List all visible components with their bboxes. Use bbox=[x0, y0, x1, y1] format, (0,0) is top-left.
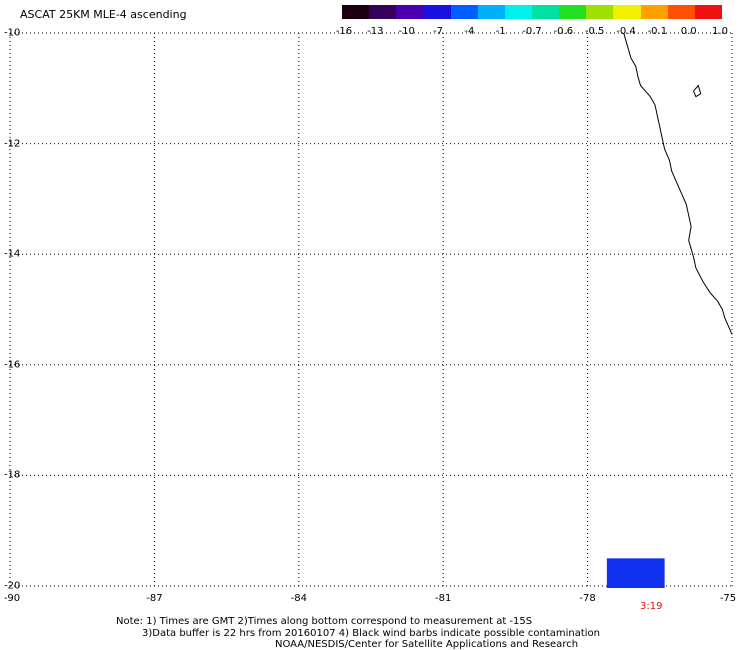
longitude-tick-label: -78 bbox=[579, 593, 596, 604]
colorbar-tick-label: -1 bbox=[495, 26, 506, 37]
colorbar-segment bbox=[640, 5, 668, 19]
colorbar-tick-label: -0.6 bbox=[553, 26, 574, 37]
map-title: ASCAT 25KM MLE-4 ascending bbox=[20, 8, 187, 21]
note-line-3: NOAA/NESDIS/Center for Satellite Applica… bbox=[275, 639, 579, 650]
colorbar bbox=[342, 5, 722, 19]
latitude-tick-label: -16 bbox=[4, 359, 21, 371]
colorbar-tick-label: -7 bbox=[433, 26, 443, 37]
colorbar-tick-label: -4 bbox=[464, 26, 475, 37]
note-line-2: 3)Data buffer is 22 hrs from 20160107 4)… bbox=[142, 628, 600, 639]
colorbar-segment bbox=[613, 5, 641, 19]
colorbar-segment bbox=[396, 5, 424, 19]
note-line-1: Note: 1) Times are GMT 2)Times along bot… bbox=[116, 616, 533, 627]
longitude-tick-label: -87 bbox=[146, 593, 163, 604]
island-outline bbox=[693, 84, 702, 98]
longitude-tick-label: -81 bbox=[435, 593, 452, 604]
time-label: 3:19 bbox=[640, 601, 663, 612]
colorbar-segment bbox=[667, 5, 695, 19]
latitude-tick-label: -20 bbox=[4, 580, 21, 592]
colorbar-tick-label: 1.0 bbox=[712, 26, 728, 37]
colorbar-segment bbox=[586, 5, 614, 19]
wind-data-patch bbox=[606, 558, 665, 588]
colorbar-tick-label: -0.1 bbox=[647, 26, 668, 37]
colorbar-tick-label: -0.4 bbox=[616, 26, 636, 37]
colorbar-tick-label: -0.7 bbox=[522, 26, 542, 37]
longitude-tick-label: -75 bbox=[719, 593, 737, 604]
colorbar-segment bbox=[531, 5, 560, 19]
colorbar-segment bbox=[559, 5, 587, 19]
latitude-tick-label: -12 bbox=[4, 138, 21, 150]
colorbar-tick-label: -16 bbox=[335, 26, 353, 37]
colorbar-tick-label: -13 bbox=[367, 26, 384, 37]
colorbar-segment bbox=[423, 5, 451, 19]
colorbar-tick-label: -10 bbox=[398, 26, 415, 37]
longitude-tick-label: -84 bbox=[290, 593, 307, 604]
colorbar-tick-label: 0.0 bbox=[680, 26, 697, 37]
colorbar-segment bbox=[450, 5, 478, 19]
colorbar-segment bbox=[694, 5, 722, 19]
coastline bbox=[623, 32, 733, 335]
colorbar-segment bbox=[477, 5, 505, 19]
longitude-tick-label: -90 bbox=[3, 593, 21, 604]
colorbar-segment bbox=[342, 5, 370, 19]
colorbar-segment bbox=[369, 5, 397, 19]
colorbar-segment bbox=[504, 5, 532, 19]
latitude-tick-label: -10 bbox=[4, 27, 21, 39]
latitude-tick-label: -14 bbox=[4, 248, 21, 260]
colorbar-tick-label: -0.5 bbox=[584, 26, 605, 37]
latitude-tick-label: -18 bbox=[4, 469, 21, 481]
